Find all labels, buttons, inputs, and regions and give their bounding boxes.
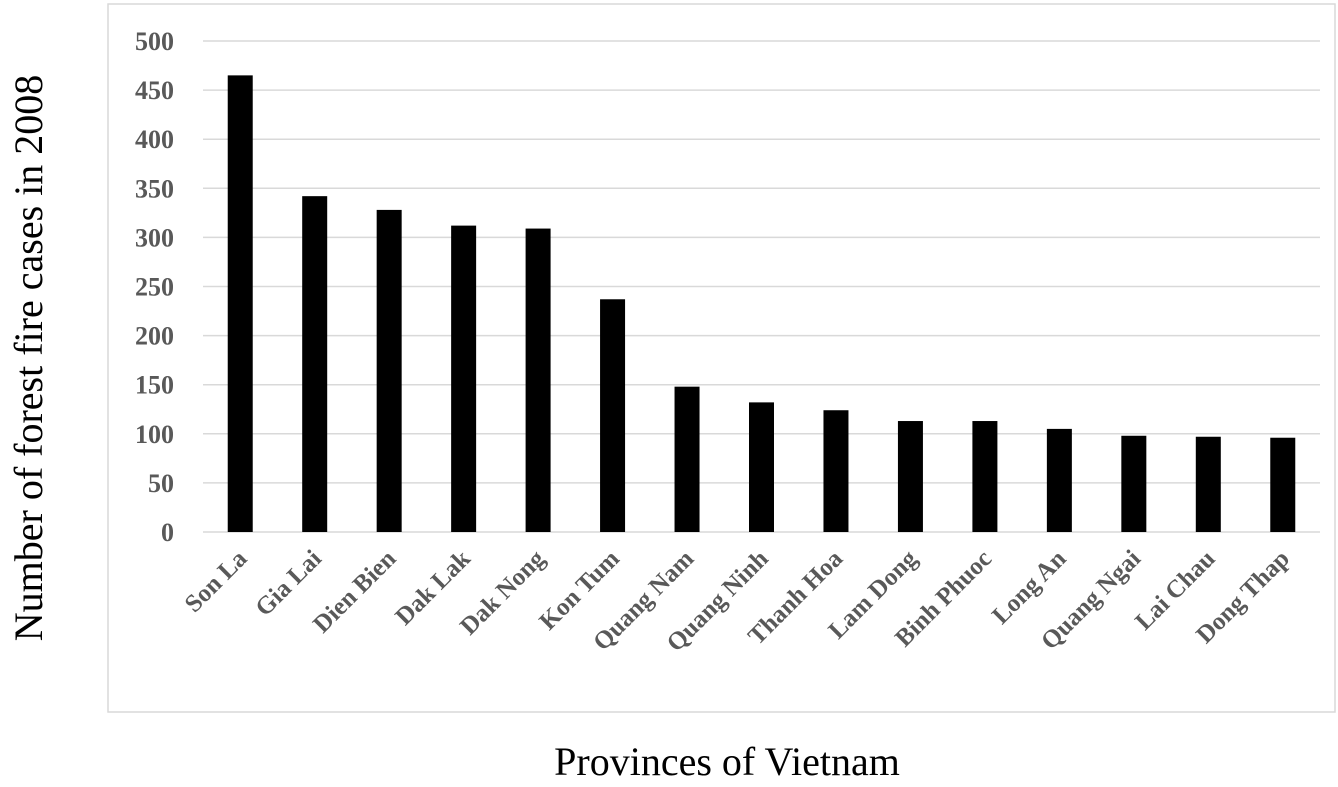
bar: [451, 225, 477, 532]
bar: [749, 402, 774, 532]
bars: [227, 75, 1296, 533]
y-tick-label: 300: [135, 223, 174, 252]
bar: [823, 410, 849, 532]
bar: [674, 386, 700, 532]
y-axis-title: Number of forest fire cases in 2008: [6, 75, 51, 641]
y-tick-label: 150: [135, 371, 174, 400]
bar: [1195, 436, 1221, 532]
x-axis-title: Provinces of Vietnam: [554, 739, 900, 784]
bar: [1046, 428, 1072, 532]
y-tick-label: 250: [135, 273, 174, 302]
y-tick-label: 200: [135, 322, 174, 351]
bar: [1270, 437, 1296, 532]
y-tick-label: 500: [135, 27, 174, 56]
bar: [972, 421, 998, 532]
bar: [897, 421, 923, 532]
bar: [1121, 435, 1147, 532]
bar: [525, 228, 551, 532]
y-tick-label: 450: [135, 76, 174, 105]
y-tick-label: 400: [135, 125, 174, 154]
bar: [600, 299, 626, 532]
bar: [227, 75, 253, 533]
bar: [376, 209, 402, 533]
y-axis-tick-labels: 0 50 100 150 200 250 300 350 400 450 500: [135, 27, 174, 547]
y-tick-label: 350: [135, 174, 174, 203]
y-tick-label: 0: [161, 518, 174, 547]
bar: [302, 196, 328, 532]
y-tick-label: 50: [148, 469, 174, 498]
y-tick-label: 100: [135, 420, 174, 449]
